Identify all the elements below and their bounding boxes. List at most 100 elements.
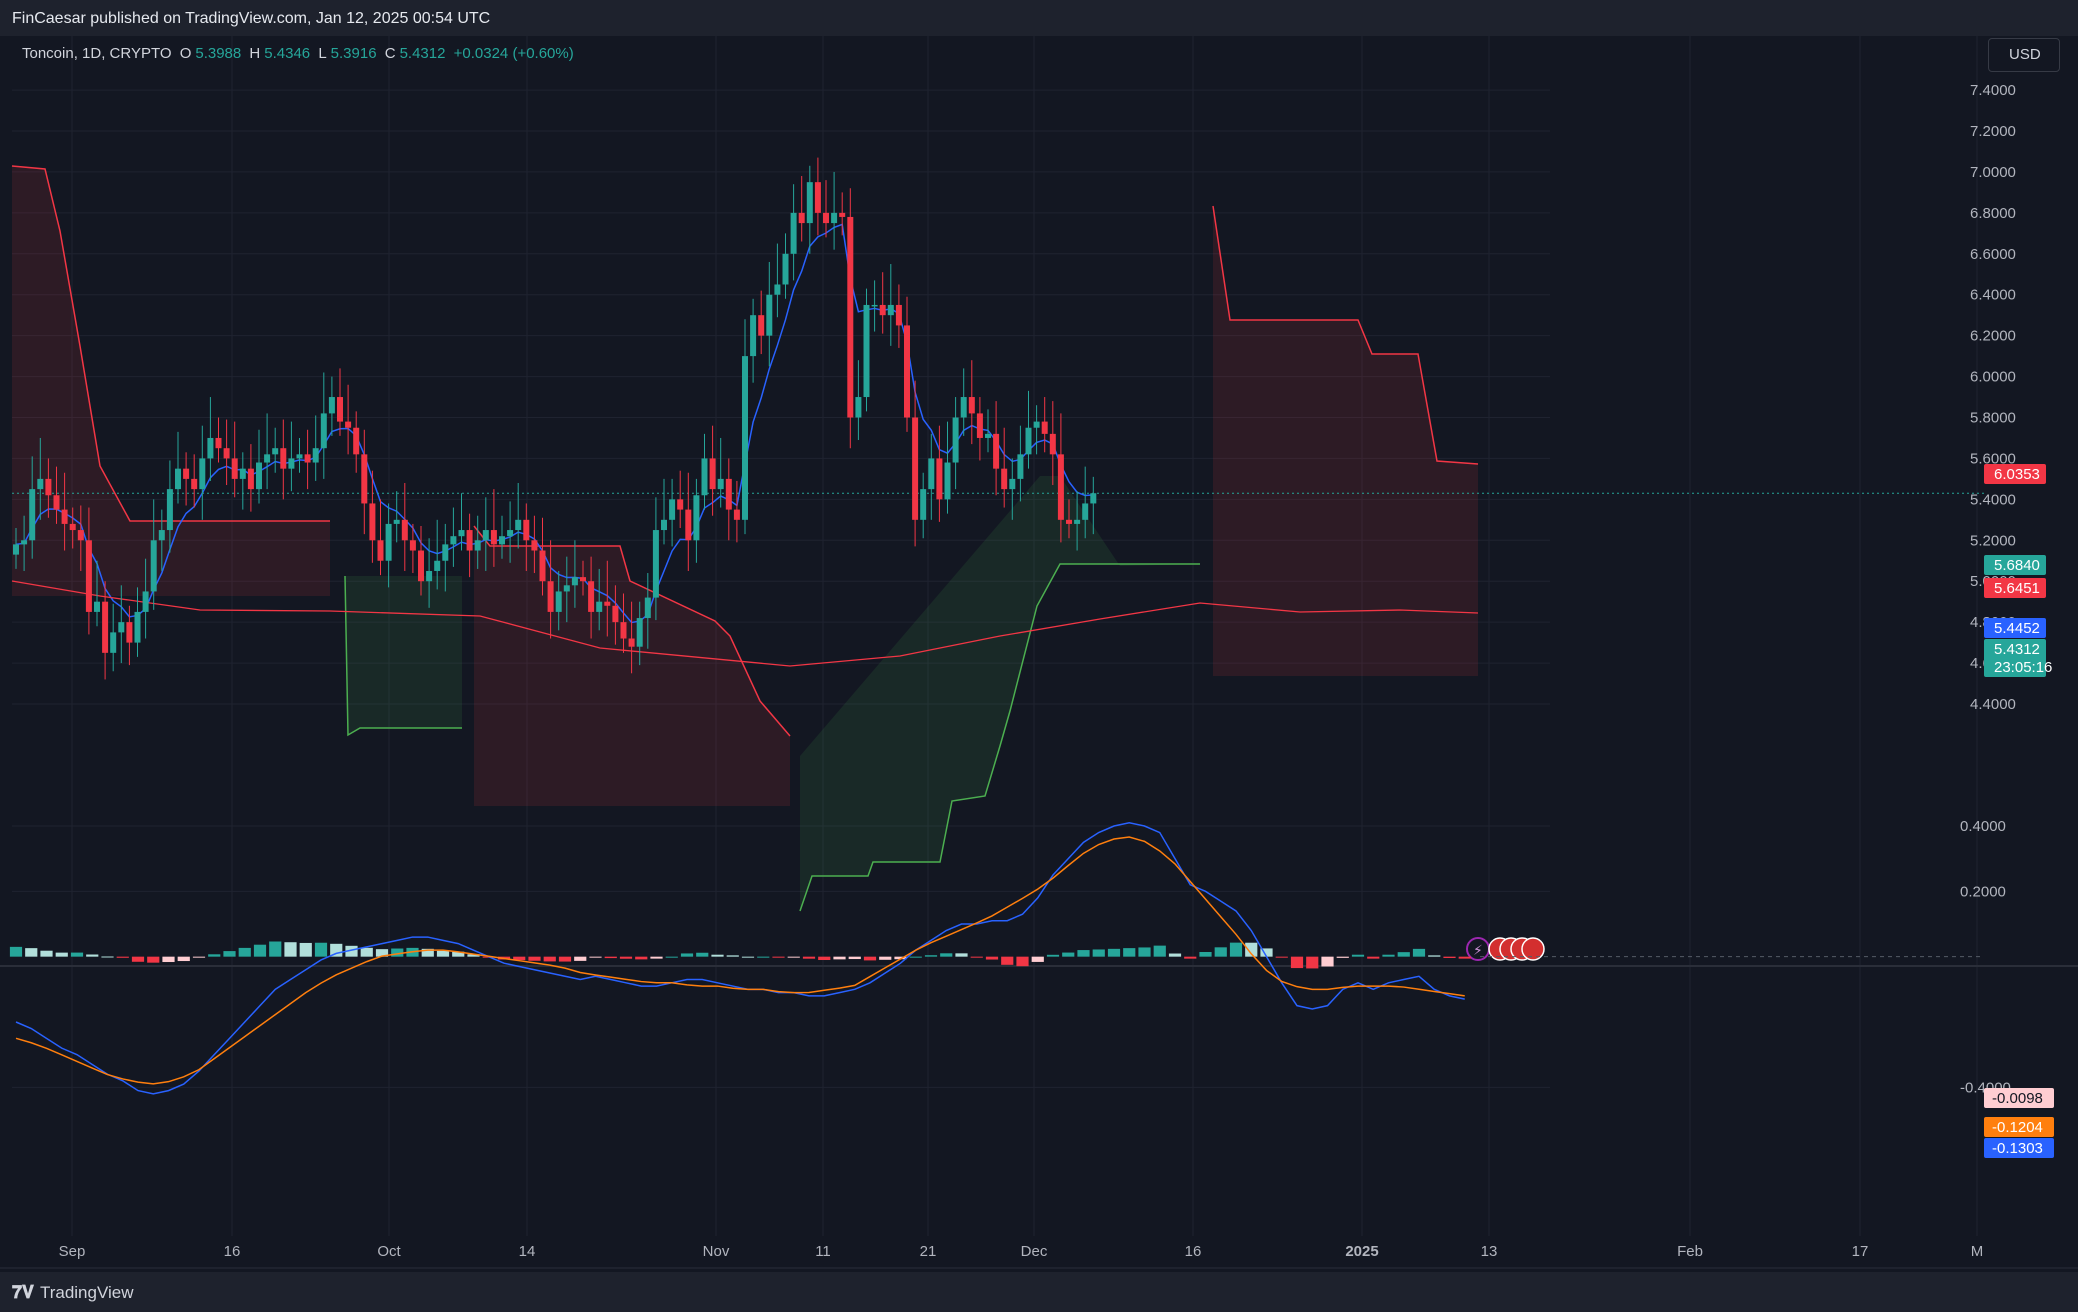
legend-high-label: H: [249, 45, 261, 62]
macd-histogram-bar: [1275, 956, 1288, 958]
candle-body: [53, 495, 60, 510]
macd-histogram-bar: [1397, 952, 1410, 957]
candle-body: [620, 622, 627, 639]
macd-histogram-bar: [970, 956, 983, 958]
indicators: ⚡: [11, 165, 1984, 961]
time-axis-label: 11: [815, 1243, 831, 1260]
bullish-band: [345, 576, 462, 735]
candle-body: [223, 448, 230, 459]
candle-body: [134, 611, 141, 643]
legend-symbol[interactable]: Toncoin, 1D, CRYPTO: [22, 45, 172, 62]
candle-body: [661, 519, 667, 531]
macd-histogram-bar: [1168, 953, 1182, 957]
legend-open-label: O: [179, 45, 192, 62]
candle-body: [85, 540, 92, 612]
candle-body: [288, 458, 295, 469]
macd-histogram-bar: [574, 956, 587, 961]
candle-body: [831, 212, 838, 224]
macd-value-tag: [1984, 1088, 2054, 1108]
macd-histogram-bar: [269, 941, 282, 957]
price-axis-label: 5.6000: [1970, 450, 2016, 467]
candle-body: [458, 530, 465, 537]
macd-histogram-bar: [345, 945, 358, 957]
price-axis-label: 5.2000: [1970, 532, 2016, 549]
supertrend-up-line: [799, 563, 1200, 912]
macd-histogram-bar: [238, 947, 251, 957]
candle-body: [215, 437, 222, 449]
candle-body: [515, 519, 522, 531]
price-axis-label: 6.0000: [1970, 369, 2016, 386]
chart-frame[interactable]: ⚡4.40004.60004.80005.00005.20005.40005.6…: [0, 36, 2078, 1272]
candle-body: [563, 585, 570, 592]
time-axis-label: Dec: [1021, 1243, 1048, 1260]
macd-histogram-bar: [253, 944, 267, 957]
candle-body: [199, 458, 206, 490]
macd-histogram-bar: [86, 954, 99, 957]
macd-histogram-bar: [1351, 954, 1365, 957]
candle-body: [750, 315, 757, 357]
candle-body: [814, 182, 821, 213]
macd-histogram-bar: [284, 942, 297, 957]
price-tag-label: 6.0353: [1994, 466, 2040, 483]
price-tag-label: 5.4452: [1994, 620, 2040, 637]
currency-button[interactable]: USD: [1988, 38, 2060, 72]
time-axis-label: Sep: [59, 1243, 86, 1260]
macd-histogram-bar: [802, 956, 816, 959]
macd-panel: [9, 821, 1984, 1095]
ema-line: [15, 223, 1094, 624]
candle-body: [369, 503, 376, 541]
candle-body: [183, 468, 190, 479]
candle-body: [596, 601, 603, 612]
price-tag-label: 5.6840: [1994, 557, 2040, 574]
candle-body: [361, 454, 368, 504]
tradingview-logo[interactable]: 𝟕𝐕 TradingView: [12, 1282, 134, 1303]
macd-histogram-bar: [1016, 956, 1029, 967]
tradingview-logo-icon: 𝟕𝐕: [12, 1282, 34, 1302]
candle-body: [677, 499, 684, 510]
macd-histogram-bar: [818, 956, 831, 961]
candle-body: [904, 325, 910, 418]
candle-body: [69, 523, 76, 531]
countdown-label: 23:05:16: [1994, 659, 2052, 676]
macd-histogram-bar: [955, 953, 968, 957]
candle-body: [466, 530, 473, 551]
time-axis-label: Nov: [703, 1243, 730, 1260]
candle-body: [798, 212, 805, 224]
price-axis-label: 6.6000: [1970, 246, 2016, 263]
lightning-glyph-icon: ⚡: [1473, 942, 1483, 958]
symbol-legend[interactable]: Toncoin, 1D, CRYPTO O 5.3988 H 5.4346 L 5.3…: [22, 45, 578, 62]
legend-high-value: 5.4346: [264, 45, 311, 62]
candle-body: [580, 577, 586, 582]
candle-body: [855, 397, 862, 418]
candle-body: [1033, 421, 1040, 428]
macd-histogram-bar: [177, 956, 190, 962]
price-tag: [1984, 578, 2046, 598]
legend-low-value: 5.3916: [330, 45, 377, 62]
time-axis-label: Oct: [377, 1243, 401, 1260]
macd-histogram-bar: [467, 954, 480, 957]
candle-body: [312, 448, 319, 463]
candle-body: [766, 294, 773, 336]
macd-histogram-bar: [299, 942, 312, 957]
candle-body: [782, 253, 789, 285]
bearish-band: [1213, 206, 1478, 676]
legend-low-label: L: [318, 45, 327, 62]
candle-body: [701, 458, 708, 496]
candle-body: [644, 597, 651, 619]
candle-body: [353, 427, 360, 455]
candle-body: [1041, 421, 1048, 434]
chart-canvas[interactable]: ⚡4.40004.60004.80005.00005.20005.40005.6…: [0, 36, 2078, 1272]
publisher-info: FinCaesar published on TradingView.com, …: [12, 10, 491, 27]
time-axis-label: 14: [519, 1243, 536, 1260]
macd-histogram-bar: [1031, 956, 1044, 962]
macd-histogram-bar: [314, 942, 328, 957]
macd-histogram-bar: [772, 956, 785, 958]
candle-body: [264, 454, 271, 463]
macd-histogram-bar: [863, 956, 877, 961]
candle-body: [110, 632, 117, 653]
candle-body: [1090, 493, 1097, 504]
macd-histogram-bar: [40, 950, 53, 957]
price-tag: [1984, 639, 2046, 677]
price-tag: [1984, 555, 2046, 575]
moving-average-line: [11, 580, 1479, 667]
